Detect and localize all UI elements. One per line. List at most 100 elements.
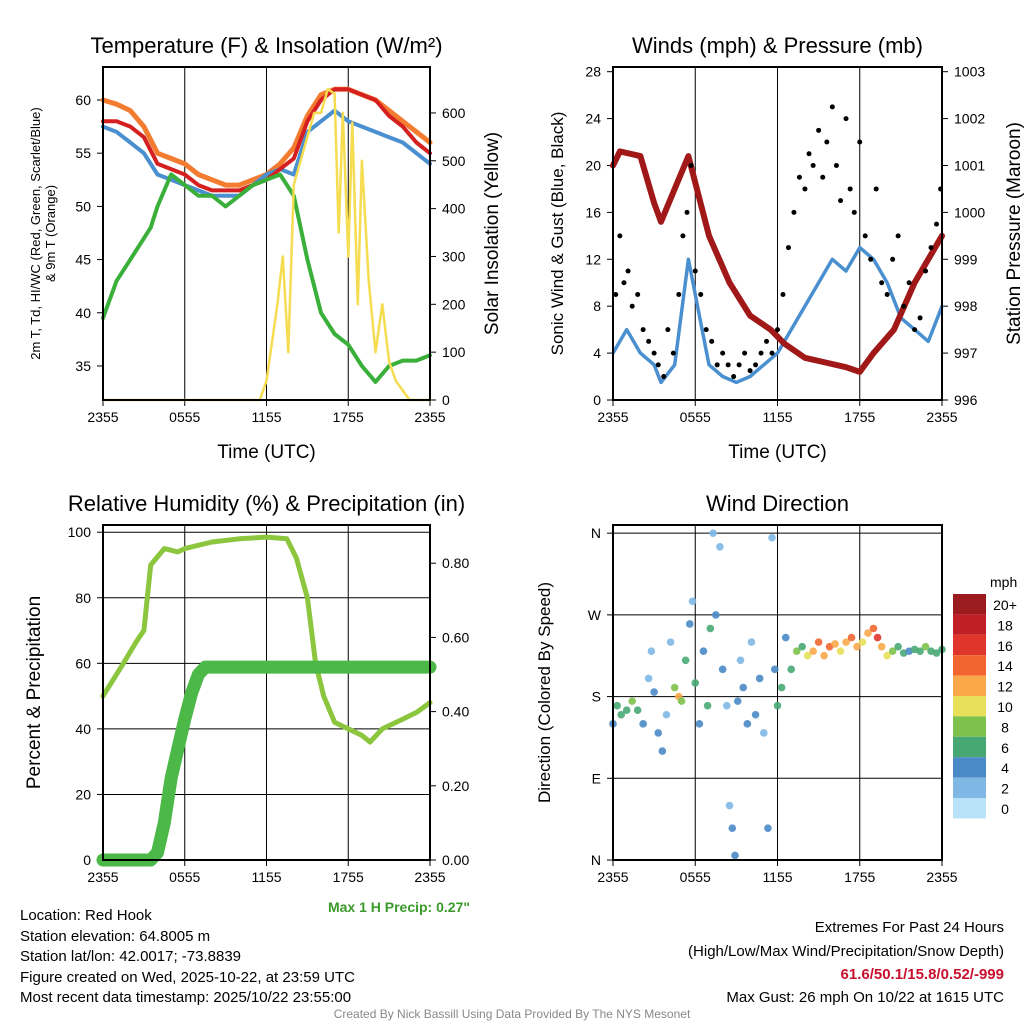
gust-point: [651, 350, 657, 356]
gust-point: [868, 256, 874, 262]
x-tick-label: 2355: [414, 409, 445, 425]
y-right-tick-label: 999: [954, 251, 978, 267]
gust-point: [720, 350, 726, 356]
x-axis-label: Time (UTC): [728, 442, 827, 463]
series-precip: [96, 660, 437, 867]
gust-point: [742, 350, 748, 356]
wind-direction-point: [628, 697, 636, 705]
y-tick-label: 60: [75, 655, 91, 671]
wind-direction-point: [706, 624, 715, 633]
wind-direction-point: [773, 701, 782, 710]
gust-point: [901, 303, 907, 309]
wind-direction-point: [877, 642, 886, 651]
y-right-tick-label: 0: [442, 392, 450, 408]
series-hi-wc: [101, 108, 432, 198]
wind-direction-point: [864, 629, 872, 637]
y-right-tick-label: 1000: [954, 204, 985, 220]
extremes-title: Extremes For Past 24 Hours: [814, 919, 1004, 936]
legend-swatch: [953, 594, 986, 615]
wind-direction-point: [658, 747, 667, 755]
gust-point: [661, 374, 667, 380]
y-right-tick-label: 400: [442, 201, 466, 217]
gust-point: [629, 303, 635, 309]
gust-point: [635, 291, 641, 297]
chart-3: Relative Humidity (%) & Precipitation (i…: [24, 491, 470, 915]
info-latlon: Station lat/lon: 42.0017; -73.8839: [20, 948, 242, 965]
gust-point: [829, 104, 835, 110]
x-tick-label: 1755: [844, 409, 875, 425]
wind-direction-point: [644, 674, 653, 683]
gust-point: [731, 374, 737, 380]
legend-label: 2: [1001, 781, 1009, 797]
chart-title: Temperature (F) & Insolation (W/m²): [90, 33, 442, 58]
chart-title: Winds (mph) & Pressure (mb): [632, 33, 923, 58]
wind-direction-point: [733, 697, 742, 705]
plot-frame: [102, 66, 431, 401]
gust-point: [617, 233, 623, 239]
y-axis-label: Sonic Wind & Gust (Blue, Black): [548, 112, 567, 356]
x-tick-label: 1155: [251, 409, 281, 425]
y-tick-label: 20: [585, 157, 601, 173]
gust-point: [806, 151, 812, 157]
gust-point: [640, 327, 646, 333]
wind-direction-point: [798, 642, 806, 651]
wind-direction-point: [613, 701, 621, 710]
y-right-tick-label: 200: [442, 296, 466, 312]
y-right-tick-label: 0.60: [442, 629, 469, 645]
y-tick-label: S: [592, 689, 601, 705]
legend-title: mph: [990, 574, 1017, 590]
y-axis-label: 2m T, Td, HI/WC (Red, Green, Scarlet/Blu…: [28, 107, 58, 359]
gust-point: [833, 162, 839, 168]
y-right-tick-label: 300: [442, 248, 466, 264]
wind-direction-point: [894, 642, 902, 651]
credit: Created By Nick Bassill Using Data Provi…: [333, 1007, 691, 1021]
legend-label: 10: [997, 699, 1013, 715]
chart-1: Temperature (F) & Insolation (W/m²)2355 0…: [28, 33, 503, 463]
gust-point: [775, 327, 780, 333]
legend-label: 18: [997, 617, 1013, 633]
gust-point: [764, 338, 770, 344]
gust-point: [816, 127, 822, 133]
wind-direction-point: [809, 647, 817, 655]
legend-label: 20+: [993, 597, 1017, 613]
extremes-values: 61.6/50.1/15.8/0.52/-999: [840, 966, 1004, 983]
wind-direction-point: [792, 647, 801, 655]
gust-point: [847, 186, 853, 192]
wind-direction-point: [699, 647, 708, 655]
wind-direction-point: [883, 651, 891, 660]
wind-direction-point: [847, 633, 856, 642]
gust-point: [928, 245, 934, 251]
legend-swatch: [953, 777, 986, 798]
gust-point: [680, 233, 686, 239]
legend-label: 6: [1001, 740, 1009, 756]
y-tick-label: 8: [593, 298, 601, 314]
gust-point: [758, 350, 764, 356]
plot-frame: [612, 524, 943, 861]
wind-direction-point: [932, 649, 941, 657]
gust-point: [934, 221, 940, 227]
wind-direction-point: [831, 640, 839, 648]
y-right-tick-label: 1003: [954, 64, 985, 80]
wind-direction-point: [650, 688, 658, 696]
y-right-tick-label: 997: [954, 345, 978, 361]
y-tick-label: 45: [75, 252, 91, 268]
x-tick-label: 1155: [762, 409, 792, 425]
wind-direction-point: [768, 533, 776, 542]
gust-point: [838, 198, 844, 204]
wind-direction-point: [759, 729, 768, 737]
wind-direction-point: [688, 597, 697, 606]
legend-swatch: [953, 757, 986, 778]
wind-direction-point: [755, 674, 764, 683]
x-tick-label: 1755: [333, 869, 364, 885]
y-tick-label: 60: [75, 92, 91, 108]
gust-point: [665, 327, 671, 333]
x-tick-label: 2355: [87, 409, 118, 425]
gust-point: [780, 291, 786, 297]
gust-point: [791, 209, 797, 215]
wind-direction-point: [677, 697, 686, 705]
gust-point: [714, 362, 720, 368]
y-tick-label: 12: [585, 251, 601, 267]
wind-direction-point: [670, 683, 679, 692]
wind-direction-point: [777, 683, 786, 692]
